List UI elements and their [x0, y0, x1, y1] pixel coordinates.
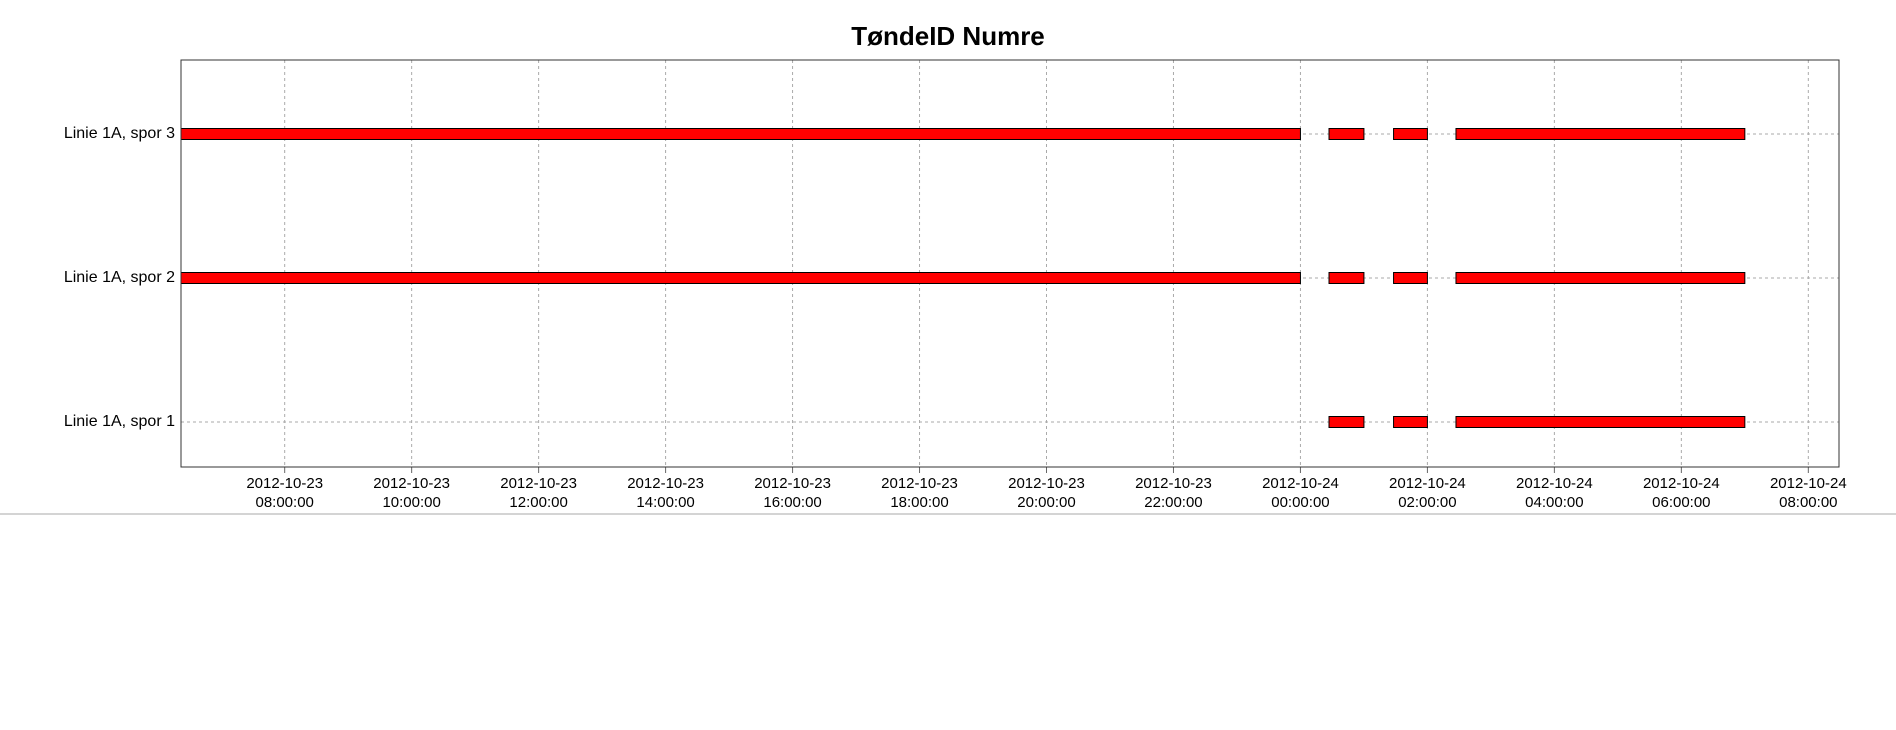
- bar: [1328, 128, 1365, 140]
- bar: [1393, 128, 1428, 140]
- x-tick-label: 2012-10-24 02:00:00: [1389, 475, 1466, 511]
- x-tick-label: 2012-10-23 18:00:00: [881, 475, 958, 511]
- bar: [1455, 272, 1746, 284]
- y-tick-label: Linie 1A, spor 3: [64, 125, 175, 142]
- x-tick-label: 2012-10-23 22:00:00: [1135, 475, 1212, 511]
- y-tick-label: Linie 1A, spor 1: [64, 413, 175, 430]
- bar: [180, 128, 1301, 140]
- x-tick-label: 2012-10-24 04:00:00: [1516, 475, 1593, 511]
- bar: [1393, 272, 1428, 284]
- plot-border: [180, 59, 1840, 468]
- bar: [1328, 416, 1365, 428]
- chart-title: TøndeID Numre: [851, 21, 1045, 51]
- x-tick-label: 2012-10-23 10:00:00: [373, 475, 451, 511]
- x-tick-label: 2012-10-23 14:00:00: [627, 475, 704, 511]
- x-tick-label: 2012-10-23 12:00:00: [500, 475, 577, 511]
- bar: [1455, 416, 1746, 428]
- x-tick-label: 2012-10-23 16:00:00: [754, 475, 831, 511]
- x-tick-label: 2012-10-24 00:00:00: [1262, 475, 1339, 511]
- bar: [1455, 128, 1746, 140]
- x-tick-label: 2012-10-24 06:00:00: [1642, 475, 1720, 511]
- x-tick-label: 2012-10-23 20:00:00: [1008, 475, 1085, 511]
- bar: [1393, 416, 1428, 428]
- bar: [1328, 272, 1365, 284]
- y-tick-label: Linie 1A, spor 2: [64, 269, 175, 286]
- x-tick-label: 2012-10-24 08:00:00: [1769, 475, 1847, 511]
- x-tick-label: 2012-10-23 08:00:00: [246, 475, 324, 511]
- bar: [180, 272, 1301, 284]
